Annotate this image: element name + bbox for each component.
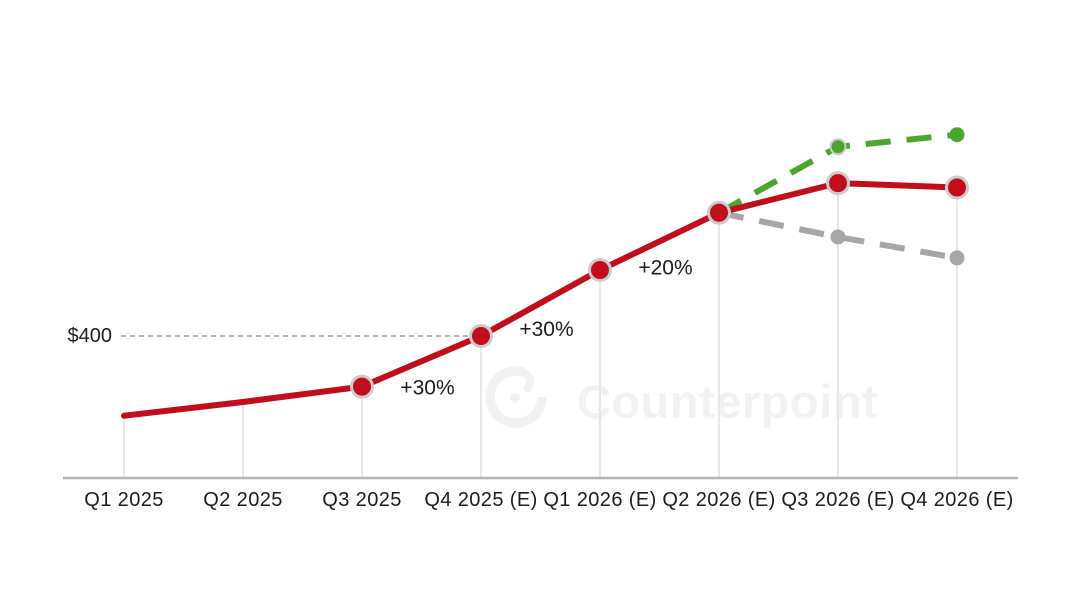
actual-trend-point (945, 175, 969, 200)
watermark-text: Counterpoint (577, 375, 878, 428)
actual-trend-line (121, 180, 960, 419)
growth-annotation: +20% (638, 256, 692, 279)
watermark-logo-curl (519, 368, 535, 392)
upside-scenario-point (829, 138, 847, 156)
actual-trend-point (588, 258, 612, 282)
actual-trend-point (350, 374, 374, 399)
watermark-logo-dot (510, 393, 520, 403)
growth-annotation: +30% (400, 376, 454, 399)
watermark-logo-ring (485, 366, 547, 428)
x-axis-label: Q1 2026 (E) (543, 489, 656, 511)
actual-trend-point (469, 324, 493, 348)
downside-scenario-point (830, 229, 846, 245)
actual-trend-point (826, 171, 850, 196)
growth-annotation: +30% (519, 318, 573, 341)
x-axis-label: Q2 2025 (203, 489, 283, 511)
upside-scenario-point (949, 127, 965, 143)
x-axis-label: Q3 2025 (322, 489, 402, 511)
downside-scenario-point (949, 250, 965, 266)
x-axis-label: Q3 2026 (E) (781, 489, 894, 511)
reference-label: $400 (68, 325, 113, 347)
x-axis-label: Q2 2026 (E) (662, 489, 775, 511)
x-axis-label: Q4 2026 (E) (900, 489, 1013, 511)
actual-trend-point (707, 200, 731, 225)
x-axis-label: Q1 2025 (84, 489, 164, 511)
x-axis-label: Q4 2025 (E) (424, 489, 537, 511)
